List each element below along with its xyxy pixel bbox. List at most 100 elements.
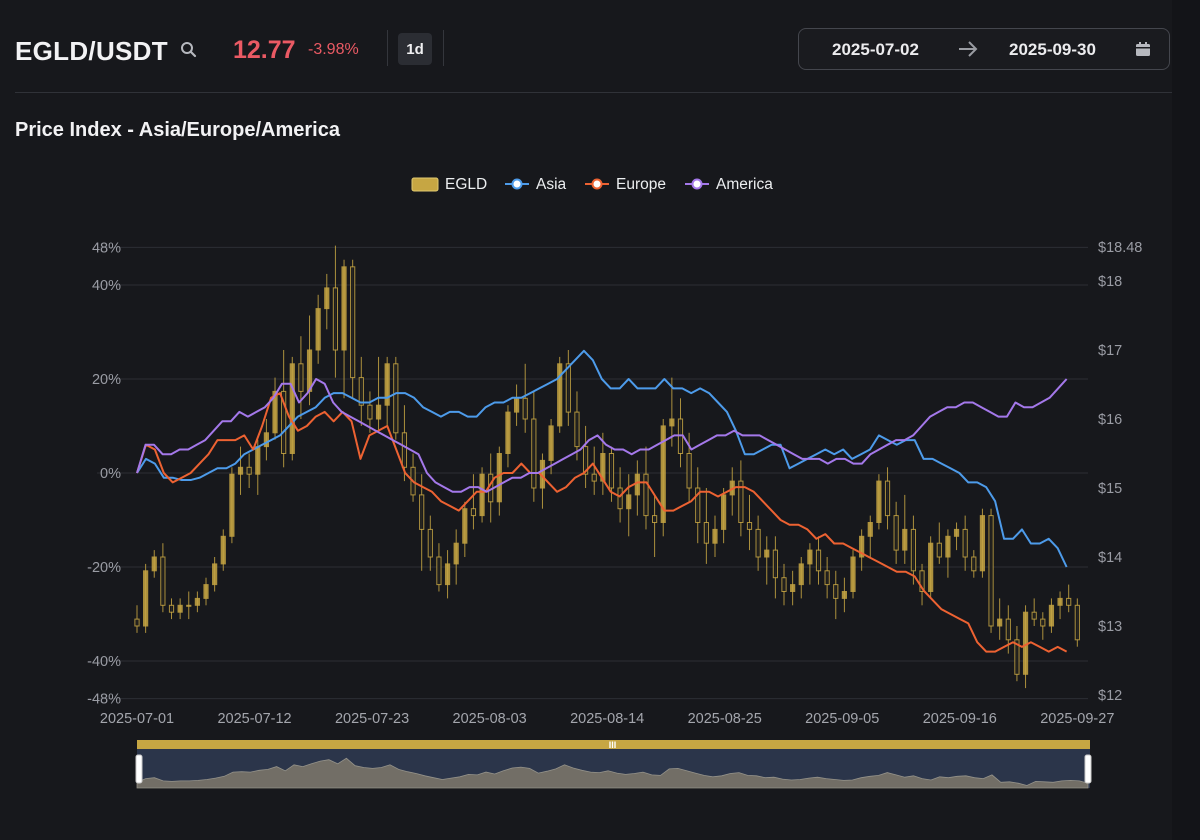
egld-candle [324, 287, 330, 310]
egld-candle [928, 542, 934, 593]
egld-candle [574, 411, 580, 448]
egld-candle [557, 363, 563, 427]
egld-candle [867, 522, 873, 537]
legend-america-label: America [716, 176, 773, 193]
egld-candle [513, 397, 520, 413]
egld-candle [419, 494, 425, 530]
egld-candle [565, 363, 571, 413]
egld-candle [824, 570, 830, 586]
egld-candle [263, 432, 270, 448]
egld-candle [695, 487, 701, 523]
y-right-tick: $13 [1098, 619, 1122, 635]
egld-candle [194, 597, 200, 606]
egld-candle [1005, 618, 1011, 641]
egld-candle [815, 549, 822, 572]
y-left-tick: 48% [92, 240, 121, 256]
egld-candle [962, 528, 968, 558]
egld-candle [798, 563, 804, 586]
egld-candle [1031, 611, 1037, 620]
egld-candle [626, 494, 632, 510]
egld-candle [764, 549, 770, 558]
egld-candle [298, 363, 304, 392]
egld-candle [841, 591, 847, 599]
egld-candle [936, 542, 942, 558]
egld-candle [375, 404, 382, 420]
egld-candle [212, 563, 218, 586]
egld-candle [444, 563, 451, 586]
egld-candle [496, 453, 502, 503]
series-line-america [136, 378, 1068, 493]
date-end[interactable]: 2025-09-30 [1009, 40, 1096, 59]
egld-candle [151, 556, 157, 572]
x-tick: 2025-07-01 [100, 711, 174, 727]
y-left-tick: 20% [92, 372, 121, 388]
egld-candle [203, 584, 209, 599]
date-range-picker[interactable]: 2025-07-02 2025-09-30 [798, 28, 1170, 70]
zoom-handle-right[interactable] [1084, 754, 1092, 784]
y-right-tick: $15 [1098, 481, 1122, 497]
egld-candle [608, 453, 615, 489]
y-left-tick: 40% [92, 278, 121, 294]
egld-candle [143, 570, 149, 627]
y-left-tick: -40% [87, 654, 121, 670]
egld-candle [186, 604, 192, 607]
egld-candle [255, 446, 261, 475]
egld-candle [945, 535, 951, 558]
zoom-slider-bar[interactable] [137, 740, 1090, 749]
egld-candle [781, 577, 787, 593]
egld-candle [582, 446, 589, 475]
y-right-tick: $16 [1098, 412, 1122, 428]
egld-candle [617, 487, 623, 510]
legend-america-marker[interactable] [691, 178, 703, 190]
egld-candle [237, 466, 244, 475]
egld-candle [850, 556, 856, 592]
y-left-tick: -20% [87, 560, 121, 576]
egld-candle [272, 390, 278, 434]
legend-europe-label: Europe [616, 176, 666, 193]
egld-candle [772, 549, 778, 579]
price-change: -3.98% [308, 41, 359, 58]
divider [387, 30, 388, 66]
calendar-icon[interactable] [1135, 41, 1151, 57]
egld-candle [229, 473, 235, 537]
egld-candle [971, 556, 977, 572]
egld-candle [979, 515, 986, 572]
y-left-tick: -48% [87, 692, 121, 708]
egld-candle [522, 397, 528, 420]
y-right-tick: $12 [1098, 688, 1122, 704]
zoom-handle-left[interactable] [135, 754, 143, 784]
egld-candle [470, 508, 477, 517]
egld-candle [246, 466, 252, 475]
x-tick: 2025-08-03 [453, 711, 527, 727]
egld-candle [988, 515, 994, 627]
interval-button[interactable]: 1d [398, 33, 432, 65]
date-start[interactable]: 2025-07-02 [832, 40, 919, 59]
legend-asia-marker[interactable] [511, 178, 523, 190]
egld-candle [401, 432, 408, 468]
y-right-tick: $14 [1098, 550, 1122, 566]
egld-candle [436, 556, 442, 586]
zoom-slider-grip-icon: III [609, 740, 617, 750]
legend-egld-swatch[interactable] [411, 177, 439, 192]
egld-candle [721, 494, 727, 530]
x-tick: 2025-08-14 [570, 711, 644, 727]
egld-candle [453, 542, 459, 565]
legend-europe-marker[interactable] [591, 178, 603, 190]
arrow-right-icon [959, 41, 978, 57]
egld-candle [712, 528, 718, 544]
egld-candle [220, 535, 226, 565]
search-icon[interactable] [179, 40, 199, 60]
chart-title: Price Index - Asia/Europe/America [15, 119, 340, 141]
egld-candle [1048, 604, 1055, 627]
series-line-europe [136, 392, 1068, 653]
egld-candle [315, 308, 321, 351]
legend-asia-label: Asia [536, 176, 567, 193]
egld-candle [358, 377, 364, 406]
egld-candle [833, 584, 839, 599]
egld-candle [160, 556, 166, 606]
last-price: 12.77 [233, 36, 296, 64]
egld-candle [367, 404, 373, 420]
x-tick: 2025-09-27 [1040, 711, 1114, 727]
egld-candle [893, 515, 899, 551]
y-right-tick: $17 [1098, 343, 1122, 359]
